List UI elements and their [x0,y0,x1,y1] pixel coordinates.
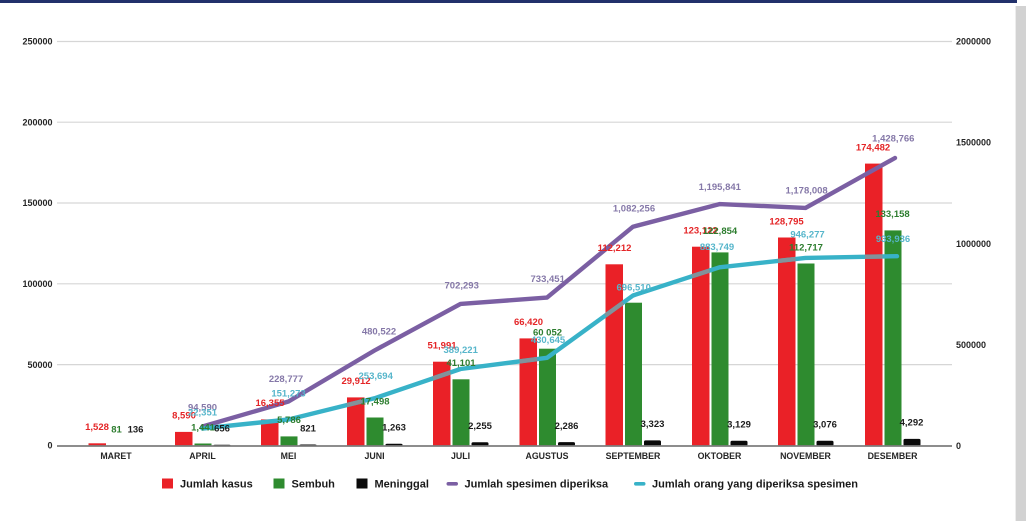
svg-text:656: 656 [214,424,230,435]
svg-text:2,286: 2,286 [555,421,579,432]
svg-text:66,420: 66,420 [514,317,543,328]
svg-text:Meninggal: Meninggal [375,479,429,491]
svg-text:1,263: 1,263 [382,423,406,434]
svg-text:22,351: 22,351 [188,408,218,419]
svg-text:174,482: 174,482 [856,142,890,153]
svg-text:Sembuh: Sembuh [292,479,336,491]
svg-text:136: 136 [128,424,144,435]
svg-text:NOVEMBER: NOVEMBER [780,451,831,461]
svg-text:133,158: 133,158 [875,209,909,220]
svg-text:8,590: 8,590 [172,411,196,422]
svg-text:821: 821 [300,423,317,434]
svg-text:480,522: 480,522 [362,327,396,338]
svg-text:50000: 50000 [27,360,52,370]
svg-text:60 052: 60 052 [533,328,562,339]
svg-text:112,212: 112,212 [598,243,632,254]
svg-text:250000: 250000 [22,37,52,47]
svg-text:2,255: 2,255 [468,421,492,432]
svg-text:696,510: 696,510 [617,283,651,294]
svg-text:4,292: 4,292 [900,418,924,429]
svg-text:DESEMBER: DESEMBER [868,451,919,461]
svg-text:430,645: 430,645 [531,335,566,346]
svg-text:1,178,008: 1,178,008 [785,185,827,196]
svg-text:41,101: 41,101 [446,358,476,369]
svg-text:1,195,841: 1,195,841 [699,182,742,193]
svg-text:81: 81 [111,425,122,436]
svg-text:151,273: 151,273 [271,389,305,400]
svg-text:JUNI: JUNI [364,451,384,461]
svg-text:946,277: 946,277 [790,230,824,241]
svg-text:200000: 200000 [22,117,52,127]
svg-text:883,749: 883,749 [700,242,734,253]
svg-text:1,428,766: 1,428,766 [872,133,914,144]
svg-text:933,936: 933,936 [876,234,910,245]
svg-text:JULI: JULI [451,451,470,461]
svg-text:SEPTEMBER: SEPTEMBER [606,451,661,461]
svg-text:228,777: 228,777 [269,374,303,385]
svg-text:51,991: 51,991 [427,341,457,352]
svg-text:3,076: 3,076 [813,420,837,431]
svg-text:APRIL: APRIL [189,451,216,461]
svg-text:100000: 100000 [22,279,52,289]
svg-text:AGUSTUS: AGUSTUS [525,451,568,461]
svg-text:122,854: 122,854 [703,226,738,237]
svg-text:123,122: 123,122 [683,226,717,237]
svg-text:16,355: 16,355 [255,398,285,409]
svg-text:Jumlah kasus: Jumlah kasus [180,479,253,491]
svg-text:17,498: 17,498 [360,396,389,407]
svg-text:2000000: 2000000 [956,37,991,47]
svg-text:29,912: 29,912 [341,376,370,387]
svg-text:733,451: 733,451 [531,274,566,285]
svg-text:OKTOBER: OKTOBER [698,451,742,461]
svg-text:1500000: 1500000 [956,138,991,148]
svg-text:Jumlah orang yang diperiksa sp: Jumlah orang yang diperiksa spesimen [652,479,858,491]
svg-text:702,293: 702,293 [445,281,479,292]
svg-text:253,694: 253,694 [359,371,394,382]
svg-text:128,795: 128,795 [769,216,804,227]
svg-text:Jumlah spesimen diperiksa: Jumlah spesimen diperiksa [465,479,610,491]
svg-text:500000: 500000 [956,340,986,350]
svg-text:1,441: 1,441 [191,422,215,433]
svg-text:3,323: 3,323 [641,419,665,430]
svg-text:112,717: 112,717 [789,242,823,253]
svg-text:0: 0 [47,441,52,451]
svg-text:MARET: MARET [100,451,132,461]
svg-text:3,129: 3,129 [727,420,751,431]
svg-text:MEI: MEI [281,451,297,461]
svg-text:94,590: 94,590 [188,402,217,413]
svg-text:389,221: 389,221 [444,345,479,356]
svg-text:1,082,256: 1,082,256 [613,204,655,215]
svg-text:1,528: 1,528 [85,422,109,433]
svg-text:5,786: 5,786 [277,415,301,426]
svg-text:1000000: 1000000 [956,239,991,249]
svg-text:150000: 150000 [22,198,52,208]
svg-text:0: 0 [956,441,961,451]
